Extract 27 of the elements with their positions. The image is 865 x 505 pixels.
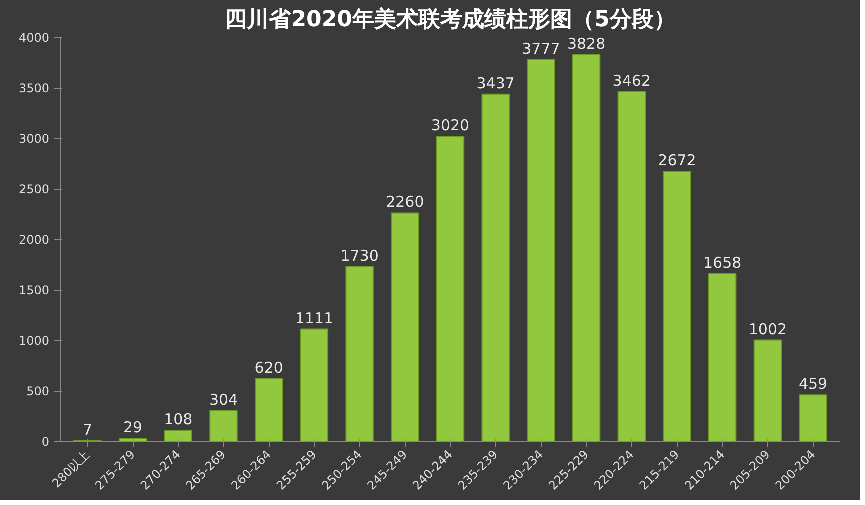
data-label: 3777 (522, 40, 560, 58)
data-label: 1730 (340, 246, 379, 265)
data-label: 3828 (567, 34, 606, 53)
y-tick-label: 1000 (18, 334, 50, 348)
y-tick-label: 0 (42, 435, 50, 449)
y-tick-label: 2000 (18, 233, 50, 247)
chart-title: 四川省2020年美术联考成绩柱形图（5分段） (225, 6, 676, 32)
data-label: 1111 (295, 309, 334, 328)
data-label: 108 (164, 410, 193, 429)
y-tick-label: 1500 (18, 284, 50, 298)
data-label: 459 (798, 375, 828, 394)
data-label: 3020 (431, 116, 470, 134)
data-label: 3462 (612, 72, 651, 90)
y-tick-label: 3000 (18, 132, 50, 146)
data-label: 1658 (704, 254, 742, 272)
data-label: 304 (209, 390, 238, 409)
y-tick-label: 4000 (18, 31, 50, 45)
data-label: 29 (124, 418, 143, 437)
data-label: 2260 (386, 193, 424, 212)
y-tick-label: 500 (26, 384, 50, 398)
data-label: 7 (82, 420, 92, 439)
y-tick-label: 2500 (18, 182, 50, 196)
y-tick-label: 3500 (18, 82, 50, 96)
data-label: 1002 (748, 320, 788, 338)
data-label: 620 (254, 358, 284, 377)
data-label: 3437 (476, 74, 515, 92)
data-label: 2672 (658, 152, 696, 170)
